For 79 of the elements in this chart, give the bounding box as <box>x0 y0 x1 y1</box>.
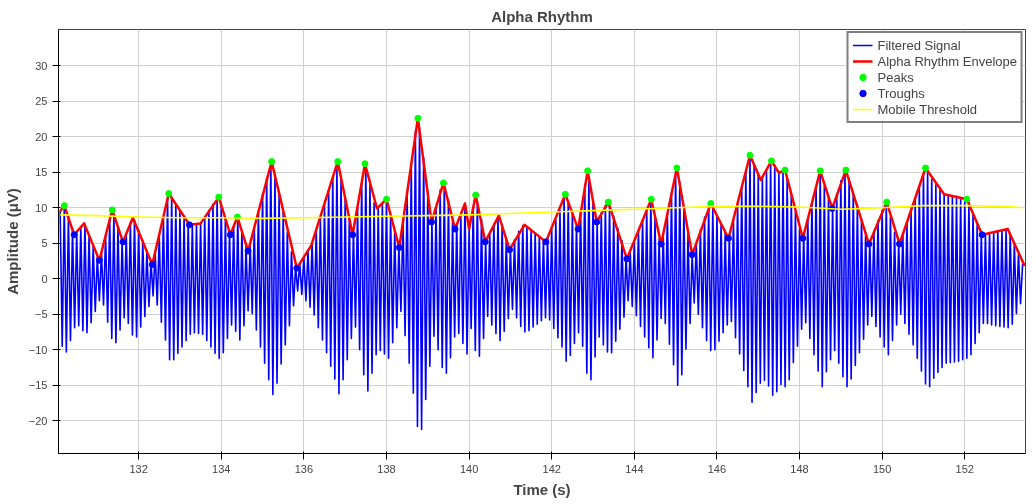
point <box>542 238 550 246</box>
x-tick-label: 138 <box>377 462 396 475</box>
legend-label: Filtered Signal <box>877 37 961 53</box>
x-tick-label: 134 <box>212 462 231 475</box>
y-tick-label: −15 <box>28 379 48 392</box>
x-tick-label: 132 <box>129 462 148 475</box>
point <box>472 191 480 199</box>
point <box>95 256 103 264</box>
point <box>293 264 301 272</box>
point <box>382 195 390 203</box>
point <box>647 195 655 203</box>
x-axis-title: Time (s) <box>513 480 571 498</box>
point <box>481 238 489 246</box>
point <box>70 231 78 239</box>
point <box>574 225 582 233</box>
legend-label: Peaks <box>877 69 914 85</box>
y-tick-label: 25 <box>35 95 48 108</box>
point <box>165 190 173 198</box>
x-tick-label: 152 <box>955 462 974 475</box>
point <box>268 158 276 166</box>
point <box>334 158 342 166</box>
point <box>108 206 116 214</box>
point <box>119 238 127 246</box>
point <box>688 251 696 259</box>
point <box>842 166 850 174</box>
x-tick-label: 140 <box>459 462 479 475</box>
y-tick-label: 30 <box>35 59 48 72</box>
point <box>428 218 435 226</box>
legend-label: Troughs <box>877 85 925 101</box>
point <box>707 200 715 207</box>
point <box>414 114 422 122</box>
point <box>506 246 514 254</box>
point <box>244 247 252 255</box>
point <box>978 231 986 239</box>
point <box>816 167 824 175</box>
y-tick-label: 15 <box>35 166 48 179</box>
y-tick-label: 10 <box>35 201 48 214</box>
point <box>584 167 592 175</box>
y-tick-label: 5 <box>41 237 48 250</box>
x-tick-label: 150 <box>872 462 892 475</box>
y-axis-title: Amplitude (μV) <box>3 188 21 295</box>
point <box>767 157 775 165</box>
point <box>395 244 403 252</box>
point <box>561 190 569 198</box>
y-tick-label: −20 <box>28 414 48 427</box>
point <box>746 151 754 159</box>
point <box>349 231 357 239</box>
y-tick-label: 20 <box>35 130 48 143</box>
point <box>963 195 971 203</box>
point <box>781 166 789 174</box>
y-tick-label: −5 <box>34 308 48 321</box>
point <box>922 164 930 172</box>
point <box>799 234 807 242</box>
point <box>60 202 68 210</box>
point <box>439 179 447 187</box>
point <box>361 160 369 168</box>
x-tick-label: 144 <box>625 462 644 475</box>
y-tick-label: −10 <box>28 343 48 356</box>
point <box>883 198 891 206</box>
point <box>185 221 193 229</box>
point <box>865 240 873 248</box>
point <box>673 164 681 172</box>
point <box>604 198 612 206</box>
chart-title: Alpha Rhythm <box>491 7 593 25</box>
x-tick-label: 142 <box>542 462 561 475</box>
x-tick-label: 148 <box>790 462 809 475</box>
point <box>657 240 665 248</box>
x-tick-label: 136 <box>294 462 314 475</box>
point <box>215 193 223 201</box>
point <box>623 255 631 263</box>
point <box>451 225 459 233</box>
y-tick-label: 0 <box>41 272 48 285</box>
x-tick-label: 146 <box>707 462 727 475</box>
legend-label: Alpha Rhythm Envelope <box>877 53 1017 69</box>
point <box>725 234 732 242</box>
point <box>593 218 601 226</box>
point <box>148 261 156 269</box>
legend-label: Mobile Threshold <box>877 101 977 117</box>
point <box>226 231 234 239</box>
